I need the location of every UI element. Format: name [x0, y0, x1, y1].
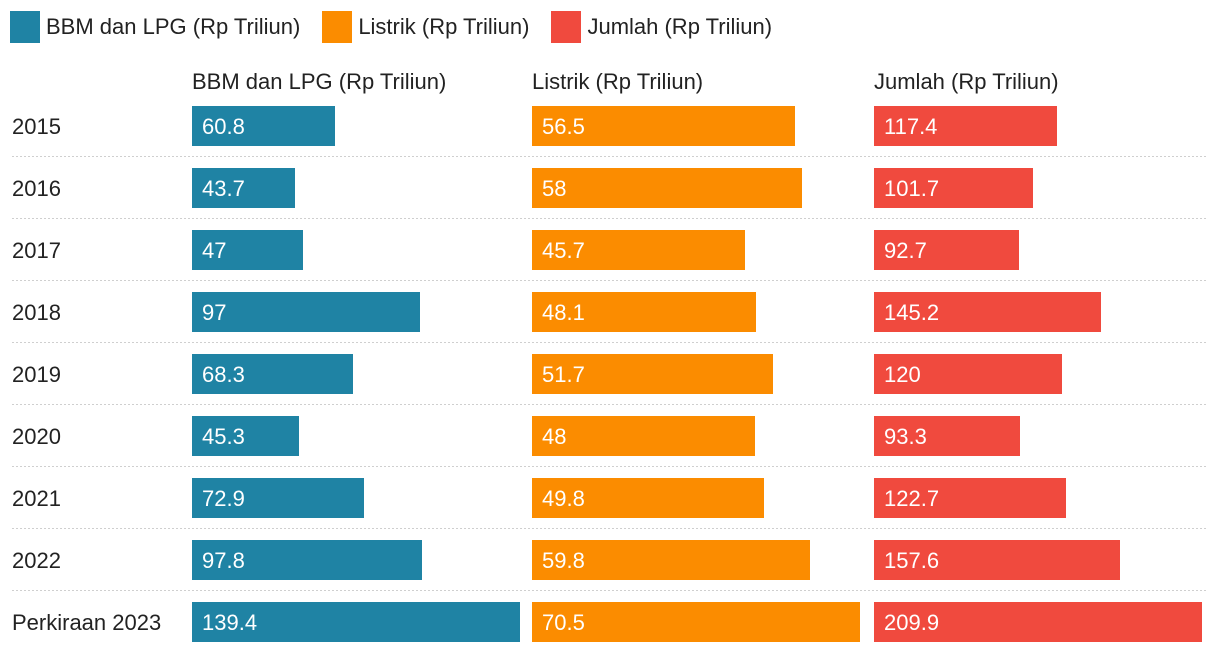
data-label: 49.8 [542, 486, 585, 511]
data-label: 56.5 [542, 114, 585, 139]
data-label: 72.9 [202, 486, 245, 511]
bar [192, 540, 422, 580]
bar [192, 602, 520, 642]
data-label: 139.4 [202, 610, 257, 635]
row-label: 2022 [12, 548, 61, 573]
row-label: 2015 [12, 114, 61, 139]
legend-label: Jumlah (Rp Triliun) [587, 14, 773, 39]
bar [874, 230, 1019, 270]
bar [874, 540, 1120, 580]
legend-item-0: BBM dan LPG (Rp Triliun) [10, 11, 300, 43]
data-label: 45.3 [202, 424, 245, 449]
data-label: 48 [542, 424, 566, 449]
data-label: 58 [542, 176, 566, 201]
bar [532, 230, 745, 270]
bar [192, 354, 353, 394]
row-label: 2018 [12, 300, 61, 325]
bar [532, 354, 773, 394]
data-label: 92.7 [884, 238, 927, 263]
bar [874, 416, 1020, 456]
bar [192, 106, 335, 146]
bar [192, 478, 364, 518]
bar [874, 478, 1066, 518]
data-label: 122.7 [884, 486, 939, 511]
bar [192, 292, 420, 332]
data-label: 120 [884, 362, 921, 387]
data-label: 51.7 [542, 362, 585, 387]
bar [874, 106, 1057, 146]
column-header-2: Jumlah (Rp Triliun) [874, 69, 1059, 94]
data-label: 70.5 [542, 610, 585, 635]
bar [532, 416, 755, 456]
bar [192, 230, 303, 270]
legend-swatch [10, 11, 40, 43]
bar [532, 106, 795, 146]
column-header-1: Listrik (Rp Triliun) [532, 69, 703, 94]
row-label: 2017 [12, 238, 61, 263]
legend-swatch [551, 11, 582, 43]
legend-item-2: Jumlah (Rp Triliun) [551, 11, 772, 43]
data-label: 47 [202, 238, 226, 263]
row-label: 2021 [12, 486, 61, 511]
data-label: 93.3 [884, 424, 927, 449]
data-label: 209.9 [884, 610, 939, 635]
bar [532, 478, 764, 518]
bar [874, 602, 1202, 642]
bar [532, 292, 756, 332]
column-header-0: BBM dan LPG (Rp Triliun) [192, 69, 446, 94]
bar [532, 168, 802, 208]
data-label: 101.7 [884, 176, 939, 201]
data-label: 117.4 [884, 114, 937, 139]
data-label: 60.8 [202, 114, 245, 139]
data-label: 145.2 [884, 300, 939, 325]
row-label: 2016 [12, 176, 61, 201]
data-label: 48.1 [542, 300, 585, 325]
legend-item-1: Listrik (Rp Triliun) [322, 11, 529, 43]
data-label: 157.6 [884, 548, 939, 573]
bar [874, 354, 1062, 394]
data-label: 45.7 [542, 238, 585, 263]
legend-label: BBM dan LPG (Rp Triliun) [46, 14, 301, 39]
legend: BBM dan LPG (Rp Triliun) Listrik (Rp Tril… [10, 11, 794, 43]
row-label: Perkiraan 2023 [12, 610, 161, 635]
bar [532, 540, 810, 580]
row-label: 2020 [12, 424, 61, 449]
data-label: 43.7 [202, 176, 245, 201]
data-label: 68.3 [202, 362, 245, 387]
legend-swatch [322, 11, 353, 43]
bar [192, 168, 295, 208]
bar [874, 292, 1101, 332]
row-label: 2019 [12, 362, 61, 387]
data-label: 59.8 [542, 548, 585, 573]
bar [532, 602, 860, 642]
bar [874, 168, 1033, 208]
bar [192, 416, 299, 456]
data-label: 97 [202, 300, 226, 325]
legend-label: Listrik (Rp Triliun) [358, 14, 530, 39]
data-label: 97.8 [202, 548, 245, 573]
